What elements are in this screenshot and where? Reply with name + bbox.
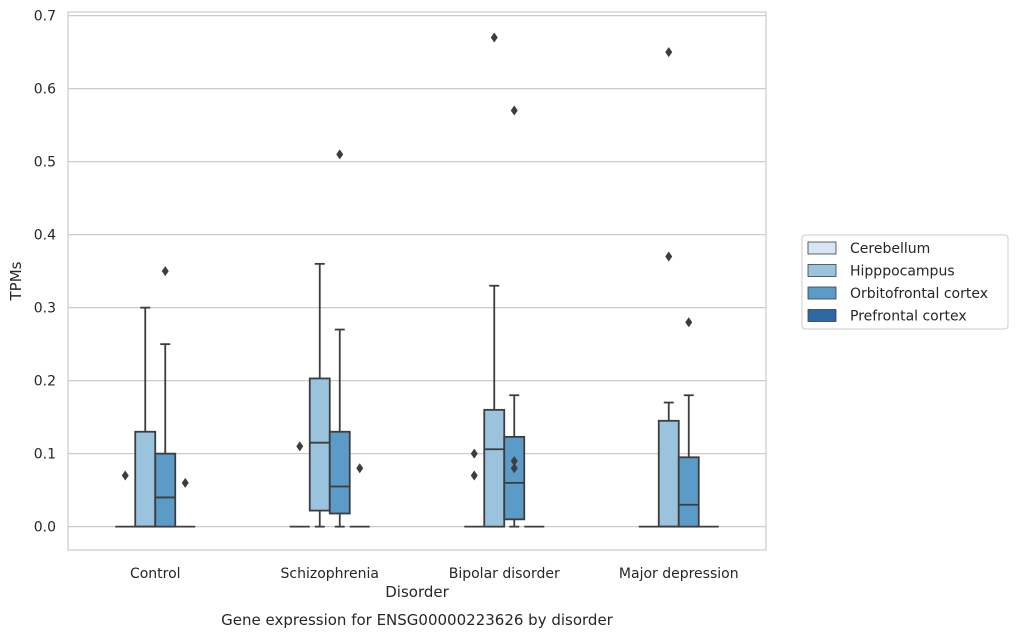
box-body [677, 456, 700, 528]
x-axis-ticks: Control Schizophrenia Bipolar disorder Majo… [130, 566, 739, 582]
y-tick-label: 0.3 [34, 301, 56, 317]
outlier-point [470, 448, 478, 459]
outlier-point [510, 463, 518, 474]
outlier-point [510, 455, 518, 466]
y-tick-label: 0.2 [34, 374, 56, 390]
box-hipppocampus [134, 306, 157, 528]
outlier-point [685, 317, 693, 328]
y-tick-label: 0.6 [34, 82, 56, 98]
legend-swatch [807, 309, 837, 322]
box-hipppocampus [308, 262, 331, 528]
box-body [657, 419, 680, 528]
box-body [483, 408, 506, 528]
y-tick-label: 0.0 [34, 520, 56, 536]
box-prefrontal-cortex [349, 463, 370, 528]
box-cerebellum [115, 470, 136, 528]
x-tick-label: Control [130, 566, 181, 582]
y-tick-label: 0.7 [34, 9, 56, 25]
y-tick-label: 0.1 [34, 447, 56, 463]
gridlines [68, 15, 766, 528]
outlier-point [181, 477, 189, 488]
box-body [134, 430, 157, 528]
box-body [308, 377, 331, 512]
outlier-point [470, 470, 478, 481]
x-tick-label: Major depression [619, 566, 739, 582]
outlier-point [356, 463, 364, 474]
legend-swatch [807, 264, 837, 277]
outlier-point [665, 251, 673, 262]
outlier-point [336, 149, 344, 160]
outlier-point [121, 470, 129, 481]
y-axis-ticks: 0.0 0.1 0.2 0.3 0.4 0.5 0.6 0.7 [34, 9, 56, 536]
outlier-point [665, 47, 673, 58]
box-orbitofrontal-cortex [677, 317, 700, 528]
box-hipppocampus [483, 32, 506, 528]
legend-swatch [807, 286, 837, 300]
chart-title: Gene expression for ENSG00000223626 by d… [221, 611, 614, 629]
x-tick-label: Schizophrenia [281, 566, 379, 582]
box-body [154, 452, 177, 528]
plot-frame [67, 11, 767, 551]
legend-label: Cerebellum [850, 241, 930, 257]
box-prefrontal-cortex [175, 477, 196, 528]
x-axis-title: Disorder [385, 583, 449, 601]
box-body [328, 430, 351, 515]
outlier-point [490, 32, 498, 43]
outlier-point [161, 266, 169, 277]
outlier-point [510, 105, 518, 116]
box-hipppocampus [657, 47, 680, 528]
box-cerebellum [289, 441, 310, 528]
box-series [115, 32, 719, 528]
legend-label: Prefrontal cortex [850, 309, 967, 325]
box-orbitofrontal-cortex [503, 105, 526, 528]
y-axis-title: TPMs [7, 261, 25, 301]
legend-frame [801, 234, 1009, 330]
outlier-point [296, 441, 304, 452]
box-body [503, 435, 526, 521]
legend-swatch [807, 241, 837, 255]
legend-label: Orbitofrontal cortex [850, 286, 988, 302]
legend: Cerebellum Hipppocampus Orbitofrontal cort… [801, 234, 1009, 330]
legend-label: Hipppocampus [850, 264, 955, 280]
box-orbitofrontal-cortex [154, 266, 177, 528]
box-cerebellum [464, 448, 485, 528]
y-tick-label: 0.5 [34, 155, 56, 171]
box-orbitofrontal-cortex [328, 149, 351, 528]
y-tick-label: 0.4 [34, 228, 56, 244]
x-tick-label: Bipolar disorder [449, 566, 560, 582]
